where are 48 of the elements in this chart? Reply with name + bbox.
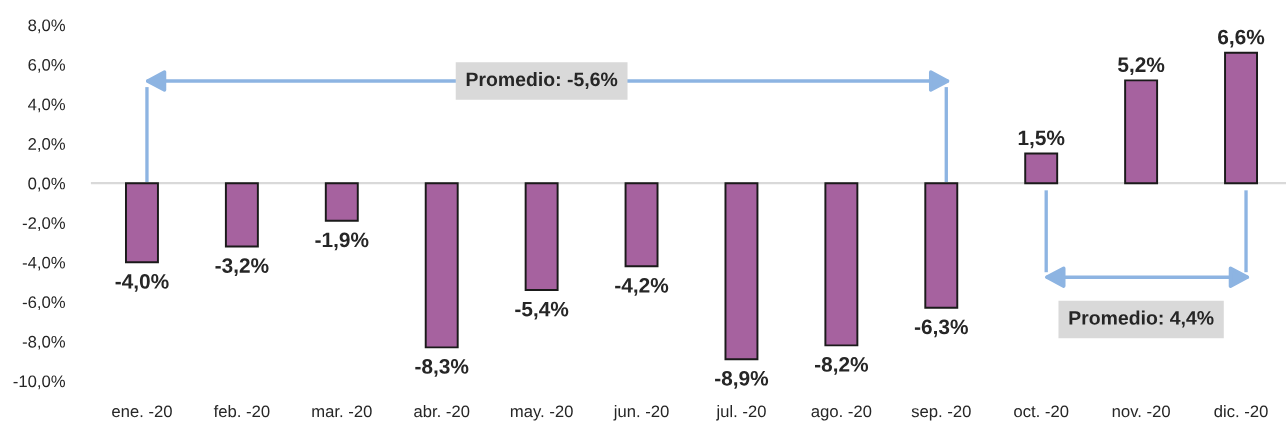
x-tick-label: sep. -20 [911, 405, 971, 421]
data-label: -3,2% [215, 258, 269, 276]
data-label: -5,4% [515, 301, 569, 320]
x-tick-label: nov. -20 [1112, 405, 1170, 418]
y-tick-label: 6,0% [28, 58, 66, 73]
data-label: -1,9% [315, 232, 369, 251]
y-tick-label: -8,0% [22, 335, 66, 350]
data-label: -6,3% [914, 319, 968, 338]
x-tick-label: oct. -20 [1014, 405, 1069, 418]
bar [824, 182, 859, 347]
data-label: 5,2% [1118, 57, 1165, 76]
x-tick-label: dic. -20 [1214, 405, 1268, 418]
bar [524, 182, 559, 291]
y-tick-label: -10,0% [13, 375, 66, 390]
bar [125, 182, 159, 264]
x-tick-label: jun. -20 [613, 405, 669, 421]
x-tick-label: abr. -20 [414, 405, 470, 418]
bar [1224, 51, 1258, 185]
y-tick-label: 4,0% [28, 98, 66, 113]
data-label: 1,5% [1018, 130, 1065, 149]
data-label: -8,3% [415, 359, 469, 377]
bar [624, 182, 659, 268]
bar [324, 182, 359, 222]
bar [724, 182, 759, 361]
data-label: -4,0% [115, 273, 169, 292]
y-tick-label: 0,0% [28, 177, 66, 192]
bar [1024, 152, 1059, 185]
data-label: 6,6% [1218, 29, 1265, 48]
data-label: -8,2% [814, 357, 869, 375]
y-tick-label: -6,0% [22, 296, 66, 311]
x-tick-label: may. -20 [510, 405, 573, 421]
bar [1124, 79, 1159, 185]
data-label: -4,2% [615, 277, 669, 296]
y-tick-label: -4,0% [22, 256, 66, 271]
annotation: Promedio: -5,6% [466, 71, 618, 90]
x-tick-label: ene. -20 [112, 405, 172, 418]
bar [424, 182, 459, 349]
x-tick-label: feb. -20 [213, 405, 270, 418]
y-tick-label: 8,0% [28, 19, 66, 34]
data-label: -8,9% [715, 370, 769, 389]
y-tick-label: 2,0% [28, 138, 66, 152]
y-tick-label: -2,0% [22, 217, 66, 231]
annotation: Promedio: 4,4% [1069, 310, 1214, 328]
x-tick-label: jul. -20 [716, 405, 766, 421]
x-tick-label: ago. -20 [811, 405, 872, 421]
bar [924, 182, 959, 309]
x-tick-label: mar. -20 [312, 405, 372, 418]
bar [224, 182, 259, 248]
